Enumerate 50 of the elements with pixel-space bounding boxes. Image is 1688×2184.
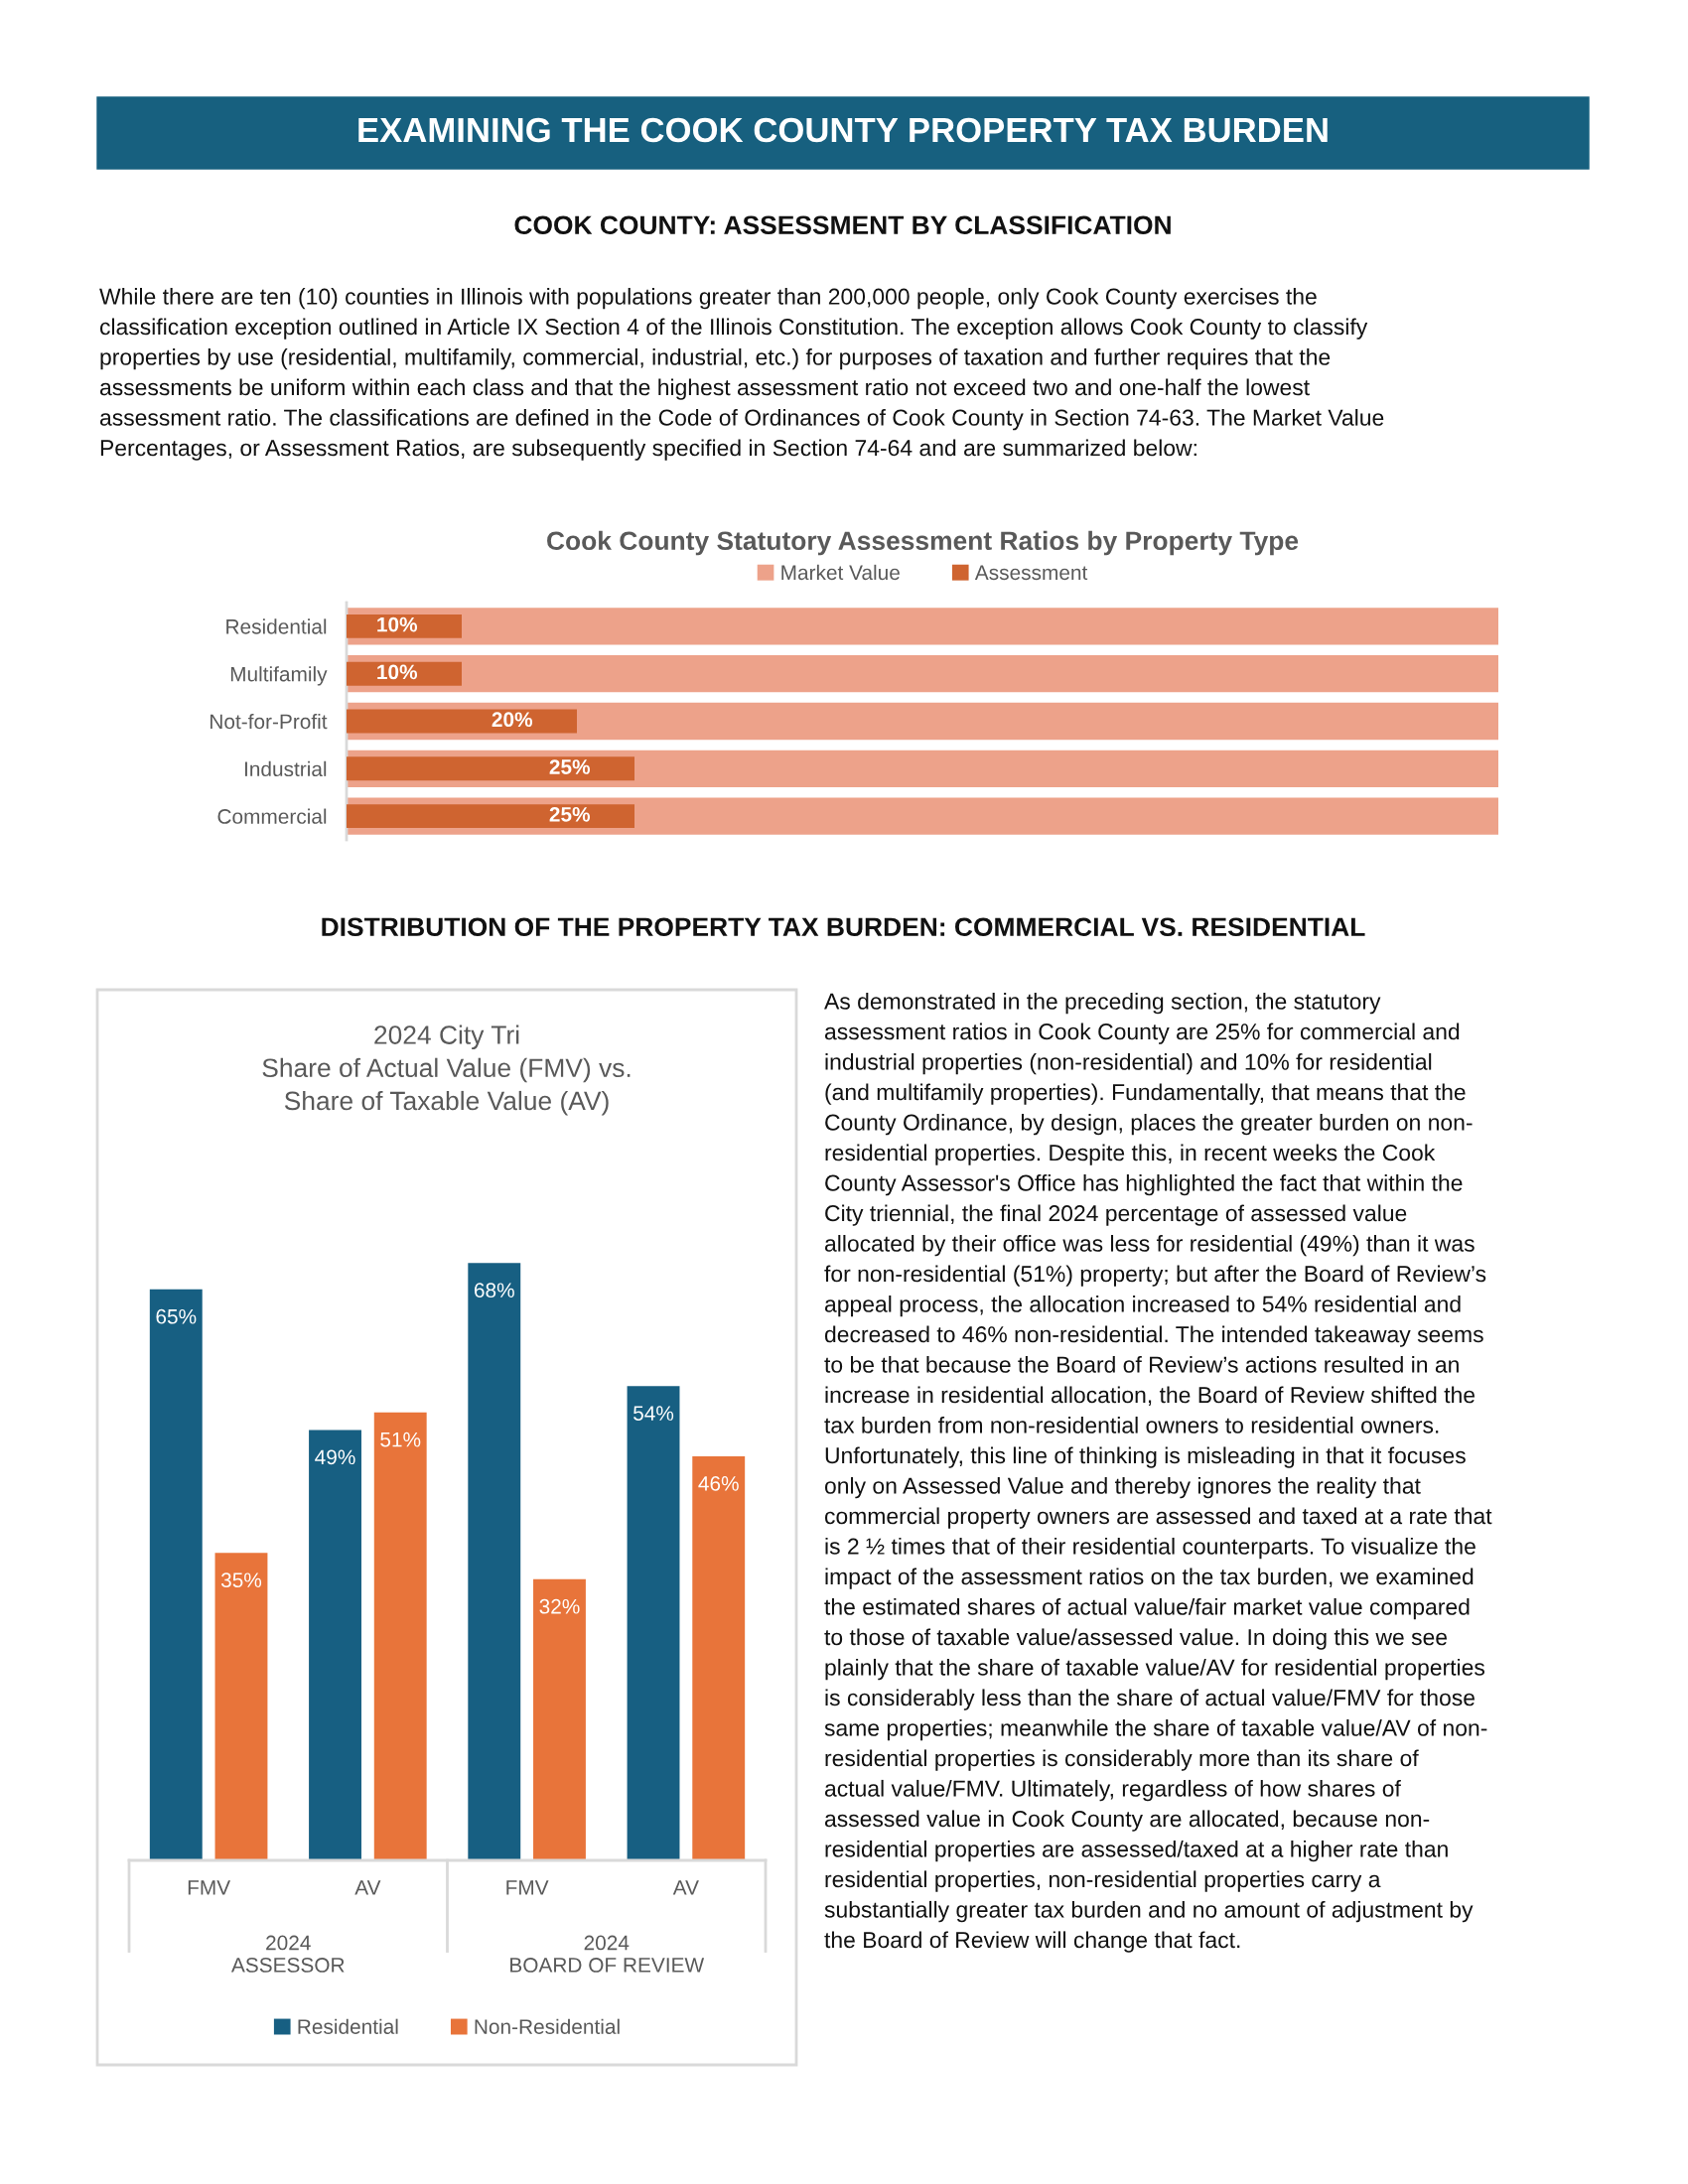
bar (149, 1289, 203, 1860)
data-label: 32% (539, 1598, 580, 1614)
text: DISTRIBUTION OF THE PROPERTY TAX BURDEN: COMMERCIAL VS. RESIDENTIAL (322, 917, 1365, 937)
bar (692, 1455, 746, 1860)
legend-label: Market Value (781, 564, 900, 581)
legend-label: Assessment (974, 565, 1088, 581)
bar (347, 655, 1498, 693)
data-label: 35% (220, 1572, 262, 1588)
data-label: 20% (492, 712, 533, 728)
x-tick-label: FMV (188, 1880, 231, 1895)
text: As demonstrated in the preceding section, the statutory assessment ratios in Cook County are 25% for commercial and industrial properties (non-residential) and 10% for residential (and multifamily properties). Fundamentally, that means that the County Ordinance, by design, places the greater burden on non- residential properties. Despite this, in recent weeks the Cook County Assessor's Office has highlighted the fact that within the City triennial, the final 2024 percentage of assessed value allocated by their office was less for residential (49%) than it was for non-residential (51%) property; but after the Board of Review’s appeal process, the allocation increased to 54% residential and decreased to 46% non-residential. The intended takeaway seems to be that because the Board of Review’s actions resulted in an increase in residential allocation, the Board of Review shifted the tax burden from non-residential owners to residential owners. Unfortunately, this line of thinking is misleading in that it focuses only on Assessed Value and thereby ignores the reality that commercial property owners are assessed and taxed at a rate that is 2 ½ times that of their residential counterparts. To visualize the impact of the assessment ratios on the tax burden, we examined the estimated shares of actual value/fair market value compared to those of taxable value/assessed value. In doing this we see plainly that the share of taxable value/AV for residential properties is considerably less than the share of actual value/FMV for those same properties; meanwhile the share of taxable value/AV of non- residential properties is considerably more than its share of actual value/FMV. Ultimately, regardless of how shares of assessed value in Cook County are allocated, because non- residential properties are assessed/taxed at a higher rate than residential properties, non-residential properties carry a substantially greater tax burden and no amount of adjustment by the Board of Review will change that fact. (824, 993, 1492, 1953)
bar (468, 1263, 521, 1860)
data-label: 46% (698, 1475, 739, 1491)
bar (309, 1430, 361, 1860)
data-label: 10% (377, 664, 418, 680)
bar (347, 804, 634, 829)
data-label: 68% (474, 1283, 514, 1298)
bar (373, 1412, 427, 1860)
data-label: 49% (315, 1449, 355, 1465)
text: 2024 ASSESSOR (230, 1935, 345, 1973)
chart-title: Cook County Statutory Assessment Ratios by Property Type (547, 530, 1299, 556)
bar (214, 1553, 268, 1860)
data-label: 25% (549, 806, 591, 822)
bar (347, 661, 462, 686)
legend-label: Non-Residential (475, 2018, 620, 2034)
data-label: 25% (549, 759, 591, 774)
x-tick-label: AV (354, 1880, 381, 1895)
text: 2024 BOARD OF REVIEW (510, 1935, 705, 1973)
bar (627, 1386, 680, 1860)
text: EXAMINING THE COOK COUNTY PROPERTY TAX BURDEN (358, 117, 1328, 143)
data-label: 65% (156, 1308, 197, 1324)
bar (347, 614, 462, 638)
x-tick-label: AV (672, 1880, 699, 1895)
y-tick-label: Commercial (217, 808, 327, 824)
bar (347, 608, 1498, 645)
bar (347, 756, 634, 781)
bar (533, 1578, 586, 1860)
x-tick-label: FMV (506, 1880, 549, 1895)
y-tick-label: Industrial (244, 760, 327, 777)
data-label: 51% (380, 1432, 421, 1447)
y-tick-label: Residential (226, 618, 327, 634)
text: While there are ten (10) counties in Illinois with populations greater than 200,000 people, only Cook County exercises the classification exception outlined in Article IX Section 4 of the Illinois Constitution. The exception allows Cook County to classify properties by use (residential, multifamily, commercial, industrial, etc.) for purposes of taxation and further requires that the assessments be uniform within each class and that the highest assessment ratio not exceed two and one-half the lowest assessment ratio. The classifications are defined in the Code of Ordinances of Cook County in Section 74-63. The Market Value Percentages, or Assessment Ratios, are subsequently specified in Section 74-64 and are summarized below: (99, 288, 1384, 461)
bar (347, 709, 577, 734)
y-tick-label: Not-for-Profit (211, 713, 328, 730)
legend-label: Residential (298, 2018, 398, 2034)
chart-title: 2024 City Tri Share of Actual Value (FMV) vs. Share of Taxable Value (AV) (262, 1024, 631, 1116)
data-label: 54% (633, 1406, 674, 1421)
y-tick-label: Multifamily (230, 666, 328, 686)
data-label: 10% (377, 616, 418, 632)
text: COOK COUNTY: ASSESSMENT BY CLASSIFICATION (514, 215, 1171, 235)
